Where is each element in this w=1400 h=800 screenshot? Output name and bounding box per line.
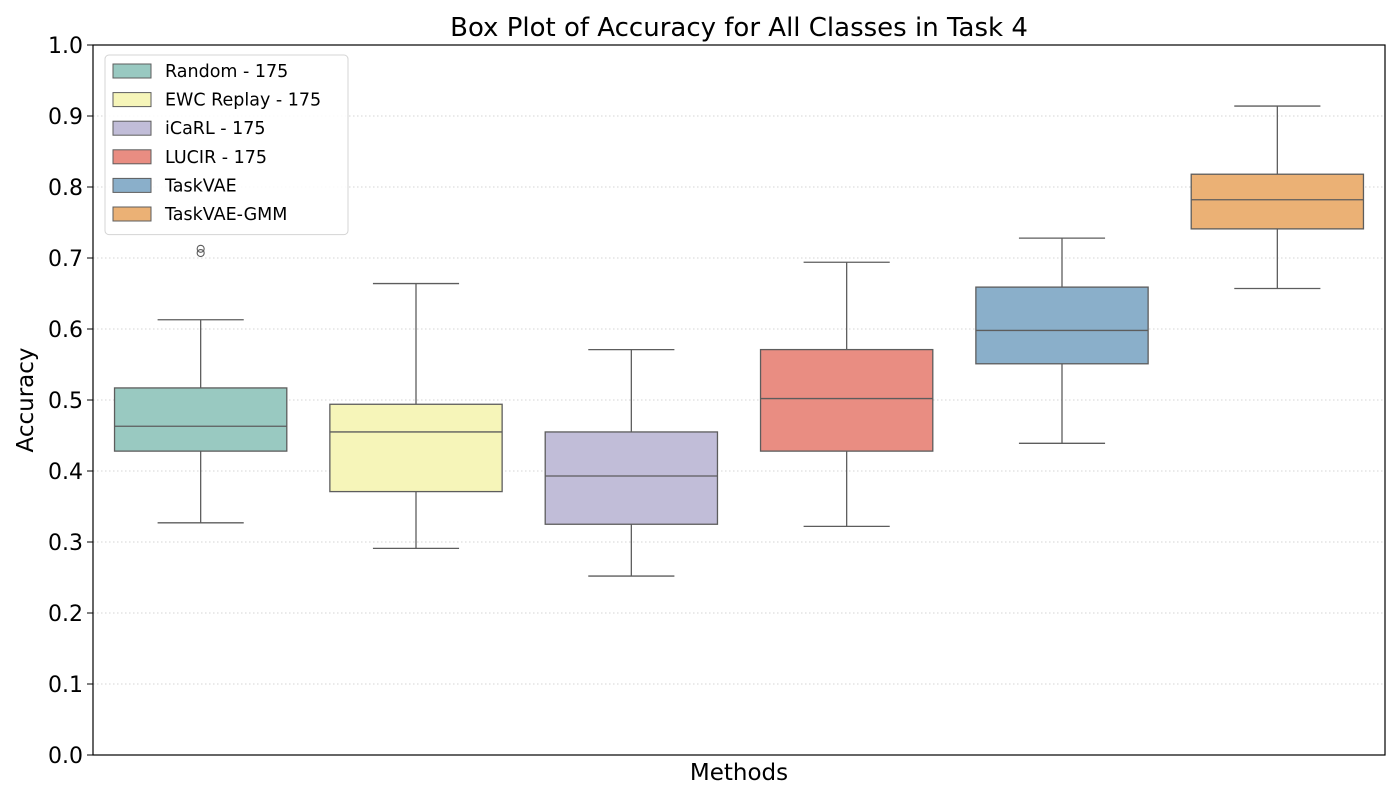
y-tick-label: 0.1 xyxy=(48,673,83,698)
y-tick-label: 0.7 xyxy=(48,247,83,272)
legend-frame xyxy=(104,54,349,236)
legend-label: EWC Replay - 175 xyxy=(165,91,321,111)
y-tick-label: 0.6 xyxy=(48,318,83,343)
box-0 xyxy=(113,244,288,524)
legend-swatch xyxy=(112,206,152,222)
legend-label: Random - 175 xyxy=(165,62,288,82)
box-iqr xyxy=(113,387,288,452)
legend: Random - 175 EWC Replay - 175 iCaRL - 175 L… xyxy=(104,54,349,236)
outlier-point xyxy=(196,248,205,258)
y-tick-label: 0.0 xyxy=(48,744,83,769)
x-axis-label: Methods xyxy=(690,760,788,786)
legend-swatch xyxy=(112,149,152,165)
outlier-point xyxy=(196,244,205,253)
box-4 xyxy=(975,237,1149,444)
box-iqr xyxy=(544,431,719,525)
box-3 xyxy=(759,261,934,528)
legend-label: TaskVAE-GMM xyxy=(164,205,287,225)
legend-swatch xyxy=(112,92,152,108)
y-axis-label: Accuracy xyxy=(13,347,39,452)
y-tick-label: 1.0 xyxy=(48,34,83,59)
legend-label: TaskVAE xyxy=(164,176,237,196)
box-iqr xyxy=(329,403,503,493)
grid-lines xyxy=(93,115,1385,685)
y-tick-label: 0.9 xyxy=(48,105,83,130)
box-5 xyxy=(1190,105,1365,290)
y-tick-label: 0.2 xyxy=(48,602,83,627)
y-tick-label: 0.8 xyxy=(48,176,83,201)
y-tick-label: 0.5 xyxy=(48,389,83,414)
box-2 xyxy=(544,348,719,577)
legend-swatch xyxy=(112,177,152,193)
box-iqr xyxy=(759,348,934,452)
box-1 xyxy=(329,282,503,550)
boxes-group xyxy=(113,105,1365,577)
legend-label: LUCIR - 175 xyxy=(165,148,267,168)
y-tick-label: 0.4 xyxy=(48,460,83,485)
legend-swatch xyxy=(112,63,152,79)
y-tick-label: 0.3 xyxy=(48,531,83,556)
y-axis-ticks: 0.0 0.1 0.2 0.3 0.4 0.5 0.6 0.7 0.8 0.9 1.0 xyxy=(48,34,93,769)
box-iqr xyxy=(1190,173,1365,230)
box-iqr xyxy=(975,286,1149,365)
legend-label: iCaRL - 175 xyxy=(165,119,266,139)
chart-title: Box Plot of Accuracy for All Classes in … xyxy=(450,13,1028,43)
legend-swatch xyxy=(112,120,152,136)
